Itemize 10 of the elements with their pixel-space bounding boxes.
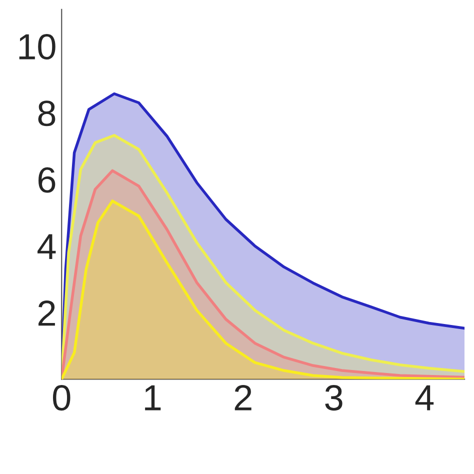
- y-tick-label: 6: [38, 167, 56, 193]
- y-tick-label: 2: [38, 300, 55, 326]
- y-tick-label: 4: [38, 234, 56, 260]
- x-tick-label: 0: [52, 385, 70, 411]
- y-tick-label: 8: [38, 100, 56, 126]
- x-tick-label: 1: [145, 385, 161, 410]
- y-tick-label: 10: [19, 34, 56, 60]
- x-tick-label: 4: [415, 385, 434, 410]
- x-tick-label: 2: [234, 385, 252, 410]
- x-tick-label: 3: [325, 385, 342, 411]
